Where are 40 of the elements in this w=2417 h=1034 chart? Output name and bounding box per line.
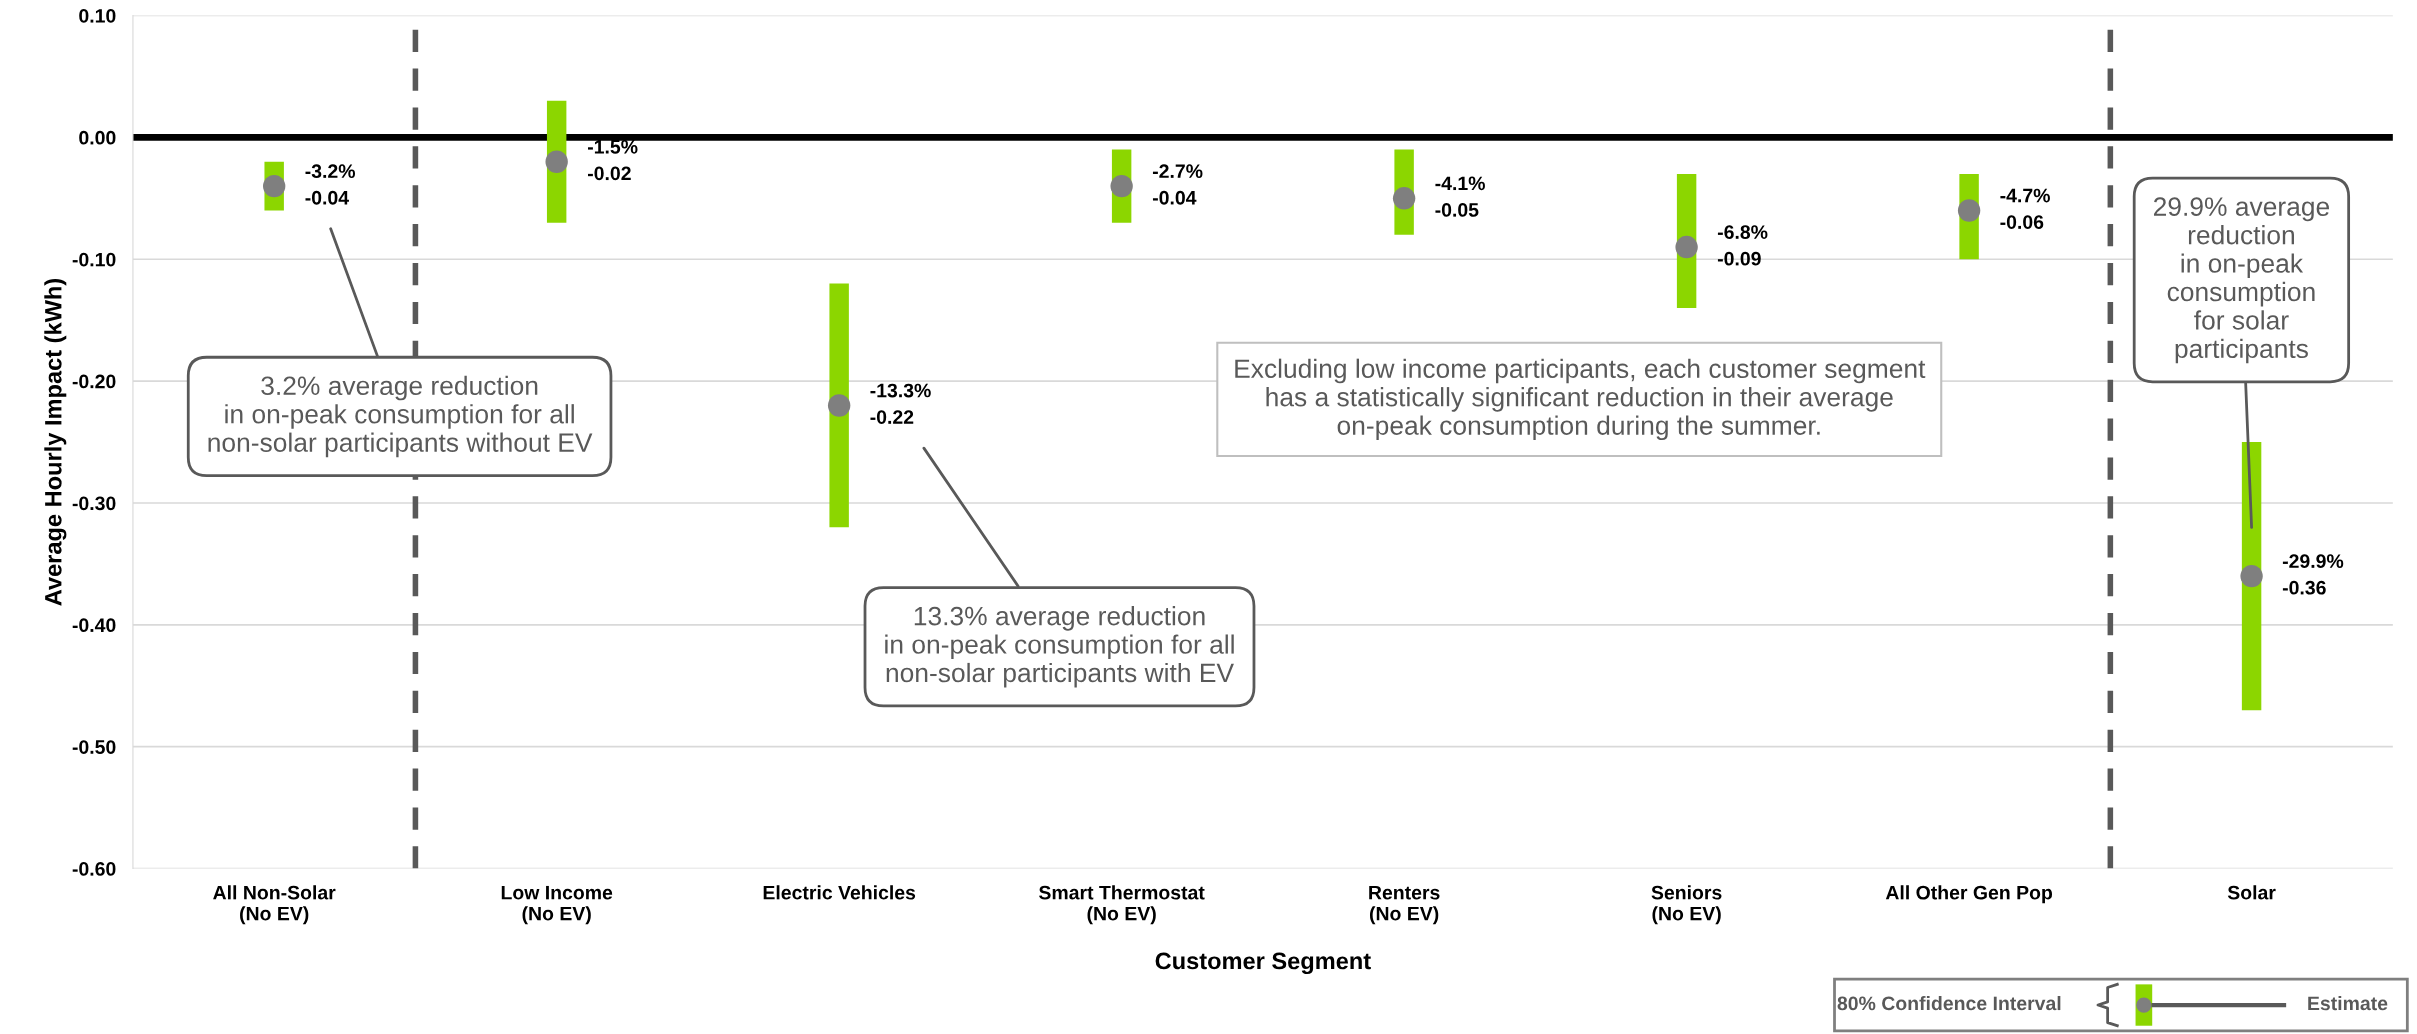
text: 80% Confidence Interval — [1837, 995, 2061, 1011]
x-tick-label: Low Income (No EV) — [501, 885, 613, 925]
point — [1675, 235, 1698, 259]
point — [2240, 564, 2263, 588]
y-tick-label: 0.10 — [79, 8, 116, 23]
data-label: -4.1% -0.05 — [1435, 176, 1485, 217]
y-tick-label: -0.60 — [72, 862, 116, 876]
x-tick-label: Smart Thermostat (No EV) — [1039, 885, 1205, 925]
y-tick-label: -0.40 — [72, 618, 116, 633]
x-tick-label: All Other Gen Pop — [1885, 885, 2053, 904]
x-tick-label: Solar — [2227, 885, 2276, 900]
point — [1957, 199, 1981, 222]
point — [545, 150, 568, 173]
point — [827, 394, 851, 417]
y-tick-label: -0.10 — [72, 252, 116, 267]
annotation: Excluding low income participants, each customer segment has a statistically significant reduction in their average on-peak consumption during the summer. — [1235, 358, 1926, 441]
annotation: 29.9% average reduction in on-peak consumption for solar participants — [2153, 197, 2330, 364]
x-tick-label: All Non-Solar (No EV) — [213, 885, 336, 925]
data-label: -29.9% -0.36 — [2282, 554, 2344, 595]
data-label: -6.8% -0.09 — [1717, 225, 1768, 266]
x-axis-title: Customer Segment — [1155, 952, 1371, 975]
x-tick-label: Electric Vehicles — [763, 885, 916, 900]
y-tick-label: -0.50 — [72, 740, 116, 754]
data-label: -2.7% -0.04 — [1152, 164, 1203, 205]
annotation: 13.3% average reduction in on-peak consumption for all non-solar participants with EV — [885, 606, 1234, 688]
x-tick-label: Seniors (No EV) — [1651, 885, 1722, 925]
point — [1110, 174, 1133, 198]
annotation: 3.2% average reduction in on-peak consumption for all non-solar participants without EV — [208, 375, 593, 458]
y-tick-label: -0.30 — [72, 496, 116, 511]
point — [262, 174, 286, 198]
data-label: -1.5% -0.02 — [587, 139, 638, 181]
point — [1392, 187, 1416, 210]
data-label: -3.2% -0.04 — [305, 164, 356, 205]
y-tick-label: -0.20 — [72, 374, 116, 389]
y-tick-label: 0.00 — [79, 130, 116, 145]
data-label: -4.7% -0.06 — [2000, 188, 2050, 229]
y-axis-title: Average Hourly Impact (kWh) — [44, 278, 67, 606]
text: Estimate — [2308, 995, 2388, 1011]
x-tick-label: Renters (No EV) — [1369, 885, 1440, 925]
data-label: -13.3% -0.22 — [870, 383, 931, 424]
